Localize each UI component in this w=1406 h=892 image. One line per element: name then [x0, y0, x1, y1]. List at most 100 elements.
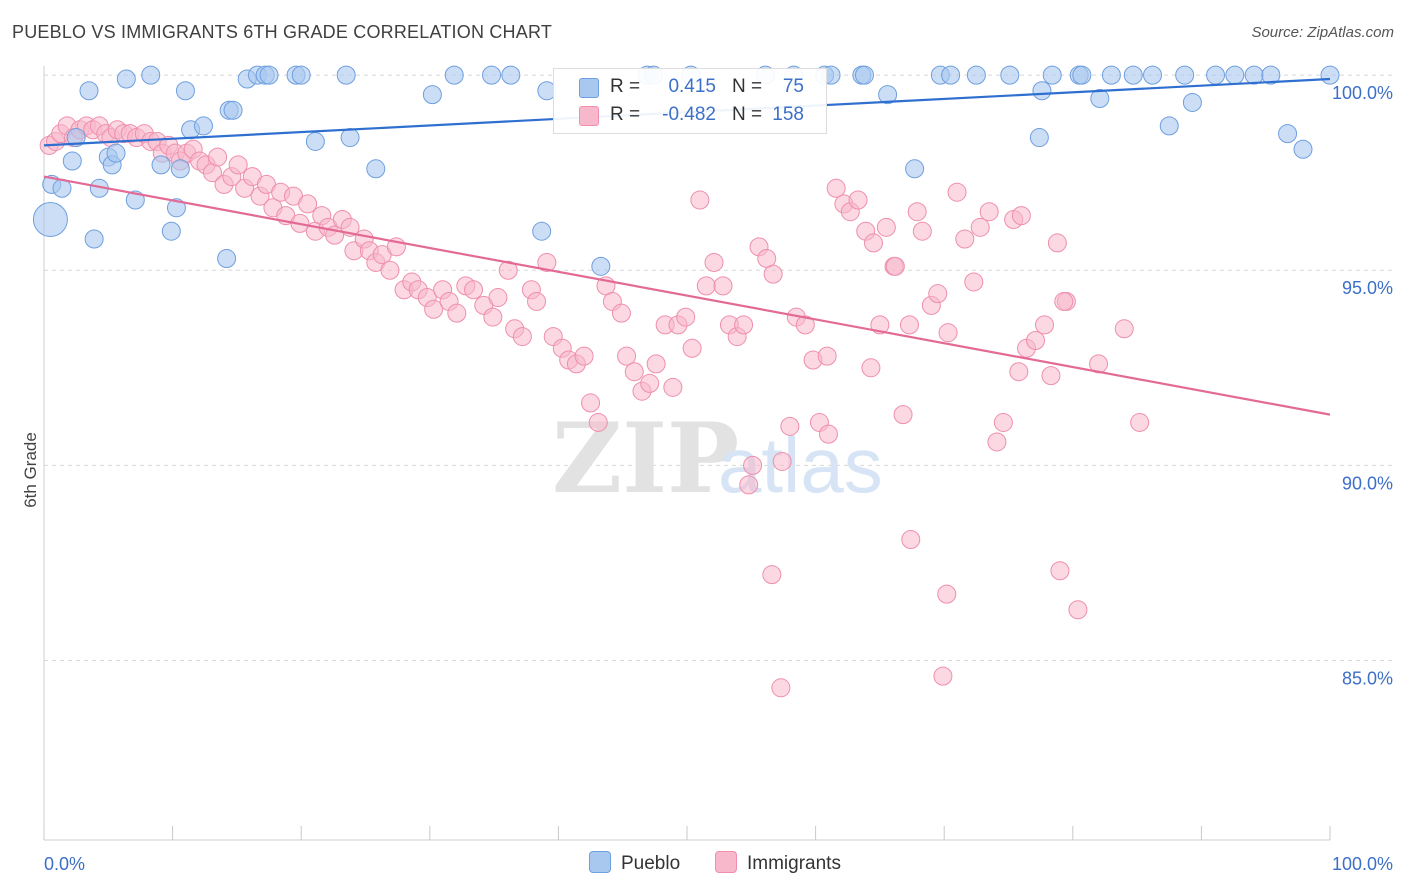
immigrants-point [1041, 366, 1061, 386]
pueblo-point [1029, 128, 1049, 148]
pueblo-point [106, 143, 126, 163]
immigrants-point [1050, 561, 1070, 581]
immigrants-point [581, 393, 601, 413]
pueblo-point [482, 65, 502, 85]
immigrants-point [1054, 291, 1074, 311]
immigrants-point [763, 264, 783, 284]
immigrants-point [682, 338, 702, 358]
x-tick-label: 0.0% [44, 854, 85, 874]
n-value: 75 [782, 76, 804, 97]
immigrants-point [228, 155, 248, 175]
pueblo-point [1244, 65, 1264, 85]
pueblo-point [1320, 65, 1340, 85]
immigrants-point [848, 190, 868, 210]
immigrants-point [762, 565, 782, 585]
pueblo-point [1000, 65, 1020, 85]
immigrants-point [624, 362, 644, 382]
immigrants-point [818, 424, 838, 444]
immigrants-point [993, 412, 1013, 432]
immigrants-point [933, 666, 953, 686]
pueblo-point [1278, 124, 1298, 144]
legend-row-pueblo: R = 0.415 N = 75 [554, 73, 826, 101]
immigrants-point [483, 307, 503, 327]
pueblo-point [1042, 65, 1062, 85]
immigrants-points [39, 116, 1150, 698]
pueblo-point [532, 221, 552, 241]
pueblo-point [1206, 65, 1226, 85]
immigrants-point [464, 280, 484, 300]
pueblo-point [1143, 65, 1163, 85]
immigrants-point [780, 416, 800, 436]
immigrants-point [772, 451, 792, 471]
immigrants-point [987, 432, 1007, 452]
legend-item-immigrants[interactable]: Immigrants [715, 851, 841, 875]
watermark-zip: ZIP [552, 402, 739, 515]
immigrants-point [447, 303, 467, 323]
immigrants-point [739, 475, 759, 495]
immigrants-swatch [715, 851, 737, 873]
r-label: R = [610, 76, 641, 97]
immigrants-point [861, 358, 881, 378]
pueblo-point [1032, 81, 1052, 101]
pueblo-swatch [589, 851, 611, 873]
stats-legend: R = 0.415 N = 75 R = -0.482 N = 158 [553, 68, 827, 134]
immigrants-point [1047, 233, 1067, 253]
pueblo-point [1090, 89, 1110, 109]
pueblo-point [941, 65, 961, 85]
pueblo-point [1261, 65, 1281, 85]
pueblo-point [1072, 65, 1092, 85]
pueblo-point [878, 85, 898, 105]
immigrants-point [1035, 315, 1055, 335]
r-label: R = [610, 104, 641, 125]
legend-row-immigrants: R = -0.482 N = 158 [554, 101, 826, 129]
pueblo-point [66, 128, 86, 148]
immigrants-point [498, 260, 518, 280]
n-value: 158 [772, 104, 804, 125]
pueblo-point [32, 202, 68, 238]
immigrants-point [713, 276, 733, 296]
pueblo-point [905, 159, 925, 179]
legend-label: Pueblo [621, 853, 681, 874]
pueblo-point [1101, 65, 1121, 85]
immigrants-point [817, 346, 837, 366]
pueblo-point [336, 65, 356, 85]
pueblo-point [1159, 116, 1179, 136]
r-value: -0.482 [662, 104, 716, 125]
immigrants-point [771, 678, 791, 698]
pueblo-point [193, 116, 213, 136]
pueblo-swatch [579, 78, 599, 98]
pueblo-point [151, 155, 171, 175]
immigrants-point [1026, 330, 1046, 350]
pueblo-point [170, 159, 190, 179]
immigrants-point [298, 194, 318, 214]
immigrants-point [588, 412, 608, 432]
watermark-atlas: atlas [718, 421, 883, 509]
pueblo-point [141, 65, 161, 85]
immigrants-point [611, 303, 631, 323]
pueblo-point [291, 65, 311, 85]
pueblo-point [444, 65, 464, 85]
source-label: Source: ZipAtlas.com [1251, 24, 1394, 41]
immigrants-point [574, 346, 594, 366]
pueblo-point [161, 221, 181, 241]
immigrants-point [826, 178, 846, 198]
pueblo-point [217, 249, 237, 269]
immigrants-point [1009, 362, 1029, 382]
immigrants-point [704, 252, 724, 272]
pueblo-point [79, 81, 99, 101]
immigrants-swatch [579, 106, 599, 126]
immigrants-point [1068, 600, 1088, 620]
immigrants-point [1114, 319, 1134, 339]
immigrants-point [901, 530, 921, 550]
pueblo-point [62, 151, 82, 171]
pueblo-point [125, 190, 145, 210]
y-tick-label: 90.0% [1342, 473, 1393, 493]
immigrants-trend-line [43, 175, 1331, 416]
immigrants-point [380, 260, 400, 280]
legend-item-pueblo[interactable]: Pueblo [589, 851, 680, 875]
pueblo-point [1123, 65, 1143, 85]
immigrants-point [1130, 412, 1150, 432]
pueblo-point [305, 131, 325, 151]
pueblo-point [366, 159, 386, 179]
